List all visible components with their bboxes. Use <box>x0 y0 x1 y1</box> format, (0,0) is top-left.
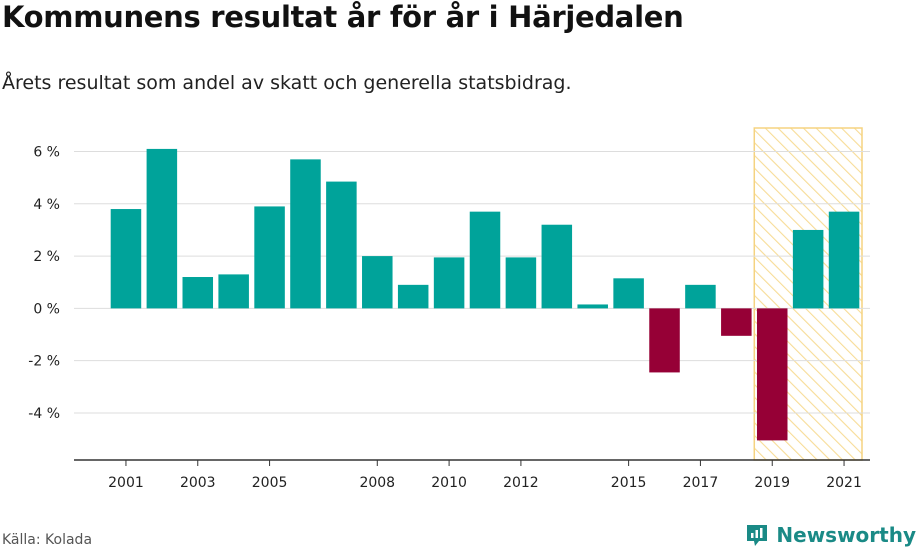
newsworthy-logo[interactable]: Newsworthy <box>744 522 916 548</box>
y-tick-label: 6 % <box>33 145 60 161</box>
bar-2008 <box>362 256 393 309</box>
x-tick-label: 2005 <box>252 475 288 491</box>
bar-2005 <box>254 206 285 309</box>
x-tick-label: 2010 <box>431 475 467 491</box>
bar-2010 <box>433 257 465 309</box>
x-tick-label: 2012 <box>503 475 539 491</box>
x-tick-label: 2019 <box>754 475 790 491</box>
bar-2018 <box>721 308 752 336</box>
y-tick-label: 2 % <box>33 249 60 265</box>
chart-title: Kommunens resultat år för år i Härjedale… <box>2 0 684 34</box>
source-note: Källa: Kolada <box>2 532 93 548</box>
bar-2020 <box>792 229 824 309</box>
bar-2011 <box>469 211 501 309</box>
newsworthy-logo-icon <box>747 525 768 546</box>
bar-2007 <box>326 181 357 309</box>
y-tick-label: 0 % <box>33 301 60 317</box>
x-tick-label: 2015 <box>611 475 647 491</box>
bar-2019 <box>756 308 788 441</box>
bar-2015 <box>613 278 644 309</box>
bar-2002 <box>146 148 178 309</box>
bar-2003 <box>182 277 214 309</box>
x-tick-label: 2001 <box>108 475 144 491</box>
x-tick-label: 2008 <box>359 475 395 491</box>
x-tick-label: 2021 <box>826 475 862 491</box>
y-tick-label: -4 % <box>28 406 60 422</box>
bar-2001 <box>110 209 142 309</box>
x-tick-label: 2003 <box>180 475 216 491</box>
x-tick-label: 2017 <box>683 475 719 491</box>
bar-2021 <box>828 211 860 309</box>
bar-2013 <box>541 224 573 309</box>
brand-name: Newsworthy <box>776 523 916 547</box>
bar-2004 <box>218 274 249 309</box>
chart-subtitle: Årets resultat som andel av skatt och ge… <box>2 72 572 94</box>
bar-2006 <box>290 159 321 309</box>
y-tick-label: -2 % <box>28 354 60 370</box>
bar-2017 <box>685 284 716 309</box>
bar-2009 <box>397 284 429 309</box>
bar-2012 <box>505 257 537 309</box>
y-tick-label: 4 % <box>33 197 60 213</box>
bar-2014 <box>577 304 608 309</box>
bar-2016 <box>649 308 680 373</box>
